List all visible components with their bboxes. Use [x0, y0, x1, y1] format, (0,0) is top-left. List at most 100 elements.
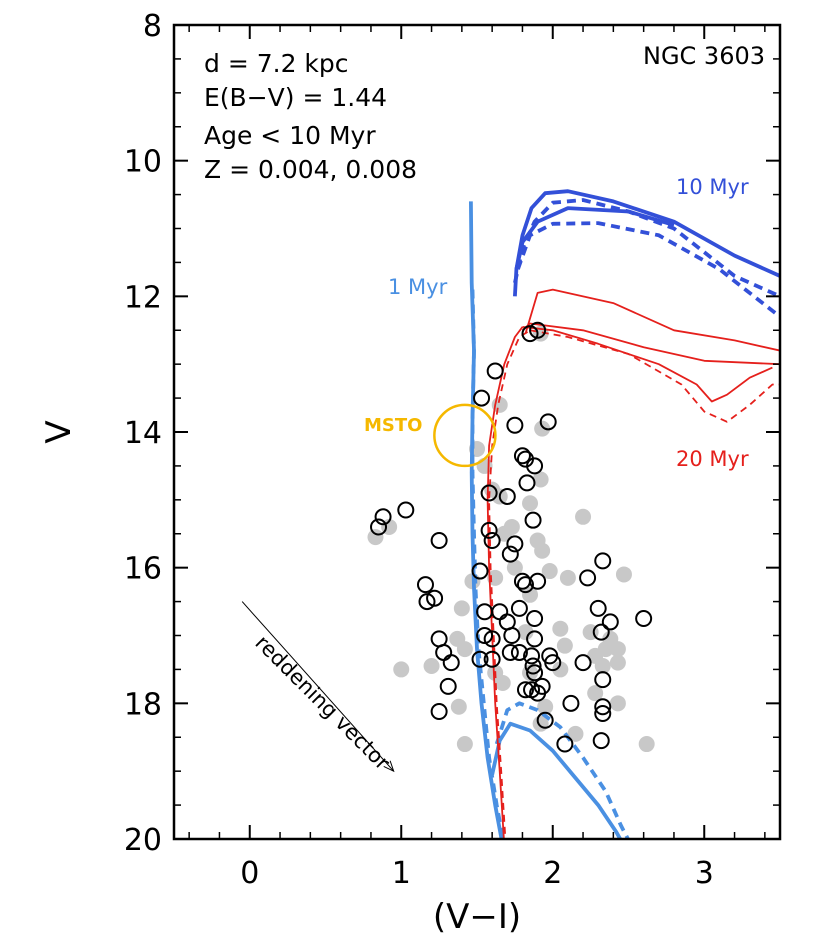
- cluster-member-point: [501, 545, 519, 563]
- cluster-member-point: [594, 705, 612, 723]
- cluster-member-point: [439, 677, 457, 695]
- cluster-member-point: [523, 647, 541, 665]
- isochrone-10-myr-dashed: [516, 221, 780, 319]
- cluster-member-point: [524, 511, 542, 529]
- iso-20myr-label: 20 Myr: [676, 447, 749, 471]
- cluster-member-point: [480, 521, 498, 539]
- cluster-member-point: [521, 325, 539, 343]
- isochrone-20-myr-solid: [524, 288, 780, 352]
- msto-label: MSTO: [364, 415, 422, 436]
- field-star-point: [453, 600, 470, 617]
- cluster-member-point: [471, 562, 489, 580]
- field-star-point: [503, 518, 520, 535]
- cluster-member-point: [594, 671, 612, 689]
- cluster-member-point: [529, 321, 547, 339]
- y-tick-label: 8: [143, 9, 162, 44]
- field-star-point: [541, 563, 558, 580]
- isochrone-1-myr-pms--dashed: [494, 701, 631, 839]
- x-tick-label: 0: [240, 856, 259, 891]
- y-tick-label: 16: [124, 552, 162, 587]
- cluster-member-point: [635, 610, 653, 628]
- field-star-point: [506, 559, 523, 576]
- cluster-member-point: [483, 650, 501, 668]
- cluster-member-point: [513, 447, 531, 465]
- cluster-member-point: [503, 627, 521, 644]
- distance-annotation: d = 7.2 kpc: [204, 49, 349, 78]
- x-tick-label: 1: [392, 856, 411, 891]
- field-star-point: [367, 529, 384, 546]
- cluster-member-point: [592, 732, 610, 750]
- isochrone-20-myr-dashed: [529, 329, 780, 423]
- field-star-point: [522, 495, 539, 512]
- field-star-point: [423, 658, 440, 675]
- isochrone-10-myr-solid: [514, 206, 675, 270]
- field-star-point: [559, 569, 576, 586]
- field-star-point: [393, 661, 410, 678]
- cluster-member-point: [556, 735, 574, 753]
- field-star-point: [552, 620, 569, 637]
- isochrone-20-myr-solid: [522, 326, 773, 403]
- reddening-vector-arrow: [241, 601, 395, 772]
- field-star-point: [587, 685, 604, 702]
- cluster-member-point: [483, 630, 501, 648]
- y-tick-label: 10: [124, 145, 162, 180]
- cluster-member-point: [416, 576, 434, 594]
- cluster-members-layer: [370, 321, 653, 753]
- cluster-member-point: [473, 389, 491, 407]
- x-tick-label: 3: [695, 856, 714, 891]
- isochrones-layer: [469, 189, 780, 839]
- cluster-member-point: [426, 589, 444, 607]
- cluster-member-point: [501, 643, 519, 661]
- cluster-member-point: [574, 654, 592, 672]
- cluster-member-point: [601, 613, 619, 631]
- y-tick-label: 20: [124, 823, 162, 858]
- cluster-member-point: [594, 552, 612, 570]
- cluster-member-point: [544, 654, 562, 672]
- cluster-member-point: [418, 593, 436, 611]
- cluster-member-point: [526, 457, 544, 475]
- cluster-member-point: [442, 654, 460, 672]
- y-tick-label: 14: [124, 416, 162, 451]
- field-star-point: [494, 674, 511, 691]
- field-star-point: [450, 698, 467, 715]
- cluster-member-point: [370, 518, 388, 536]
- isochrone-20-myr-solid: [521, 322, 780, 366]
- cluster-member-point: [506, 535, 524, 553]
- field-star-point: [567, 725, 584, 742]
- cluster-member-point: [516, 681, 534, 699]
- cluster-member-point: [476, 603, 494, 621]
- cluster-member-point: [506, 416, 524, 434]
- field-star-point: [534, 542, 551, 559]
- cluster-member-point: [536, 711, 554, 729]
- cluster-member-point: [594, 698, 612, 716]
- cluster-member-point: [471, 650, 489, 668]
- cluster-member-point: [483, 532, 501, 550]
- chart-title: NGC 3603: [643, 42, 765, 70]
- cluster-member-point: [476, 627, 494, 644]
- cluster-member-point: [430, 532, 448, 550]
- cluster-member-point: [498, 487, 516, 505]
- cluster-member-point: [533, 677, 551, 695]
- field-star-point: [534, 420, 551, 437]
- field-star-point: [638, 736, 655, 753]
- cluster-member-point: [524, 657, 542, 675]
- metallicity-annotation: Z = 0.004, 0.008: [204, 155, 417, 184]
- reddening-vector-arrowhead: [383, 760, 395, 773]
- cluster-member-point: [397, 501, 415, 519]
- cluster-member-point: [516, 576, 534, 594]
- y-tick-label: 18: [124, 687, 162, 722]
- field-star-point: [556, 637, 573, 654]
- field-star-point: [615, 566, 632, 583]
- cluster-member-point: [579, 569, 597, 587]
- cluster-member-point: [526, 664, 544, 682]
- extras-layer: [241, 403, 497, 773]
- cluster-member-point: [526, 610, 544, 628]
- x-axis-title: (V−I): [433, 897, 521, 937]
- isochrone-20-myr-dashed: [488, 329, 531, 839]
- field-star-point: [532, 471, 549, 488]
- iso-1myr-label: 1 Myr: [388, 275, 448, 299]
- cluster-member-point: [562, 694, 580, 712]
- field-star-point: [552, 661, 569, 678]
